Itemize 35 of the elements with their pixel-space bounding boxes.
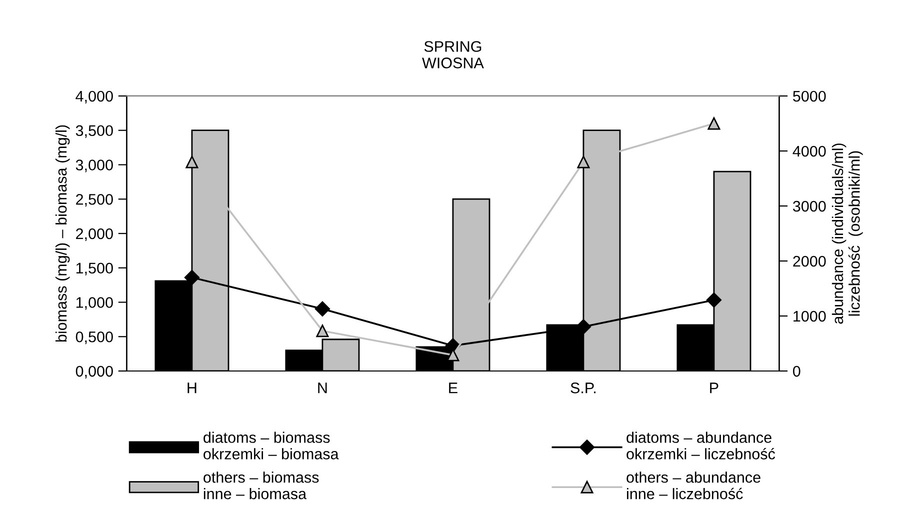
chart-title: SPRING WIOSNA bbox=[422, 41, 484, 68]
point bbox=[708, 117, 720, 130]
x-tick-label: N bbox=[318, 382, 327, 394]
legend-label: diatoms – abundance okrzemki – liczebność bbox=[626, 432, 776, 460]
x-tick-label: S.P. bbox=[570, 382, 596, 394]
legend-label: others – biomass inne – biomasa bbox=[204, 472, 319, 500]
y2-tick-label: 5000 bbox=[793, 90, 826, 102]
point bbox=[316, 324, 329, 338]
y2-axis-title: abundance (individuals/ml) liczebność (osobniki/ml) bbox=[832, 144, 863, 324]
y2-tick-label: 2000 bbox=[793, 256, 826, 267]
point bbox=[706, 292, 722, 308]
y-tick-label: 1,000 bbox=[76, 297, 113, 310]
y-tick-label: 2,000 bbox=[76, 228, 113, 241]
legend-label: diatoms – biomass okrzemki – biomasa bbox=[204, 432, 339, 460]
y2-tick-label: 4000 bbox=[792, 146, 826, 157]
point bbox=[314, 301, 330, 316]
point bbox=[577, 156, 590, 168]
point bbox=[186, 156, 198, 168]
y-tick-label: 1,500 bbox=[76, 262, 113, 276]
y-tick-label: 3,000 bbox=[76, 160, 113, 172]
y-tick-label: 0,500 bbox=[76, 331, 113, 344]
y-tick-label: 3,500 bbox=[76, 125, 113, 138]
point bbox=[184, 270, 200, 286]
x-tick-label: E bbox=[449, 382, 458, 394]
legend-label: others – abundance inne – liczebność bbox=[626, 472, 760, 500]
y-tick-label: 0,000 bbox=[76, 366, 113, 378]
y-axis-title: biomass (mg/l) – biomasa (mg/l) bbox=[55, 125, 70, 342]
x-tick-label: P bbox=[710, 382, 718, 394]
x-tick-label: H bbox=[188, 382, 196, 394]
y-tick-label: 2,500 bbox=[76, 194, 113, 207]
y2-tick-label: 1000 bbox=[794, 310, 826, 322]
point bbox=[576, 319, 592, 334]
y-tick-label: 4,000 bbox=[76, 90, 113, 104]
y2-tick-label: 3000 bbox=[792, 200, 826, 212]
y2-tick-label: 0 bbox=[792, 366, 800, 377]
